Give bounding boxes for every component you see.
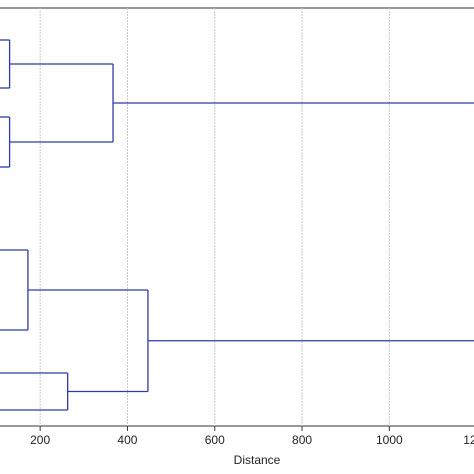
x-tick-label: 1000 (376, 433, 403, 447)
x-tick-label: 800 (292, 433, 312, 447)
x-tick-label: 200 (30, 433, 50, 447)
x-tick-label: 400 (117, 433, 137, 447)
x-axis-label: Distance (234, 453, 281, 467)
x-tick-label: 600 (205, 433, 225, 447)
x-tick-label: 1200 (463, 433, 474, 447)
